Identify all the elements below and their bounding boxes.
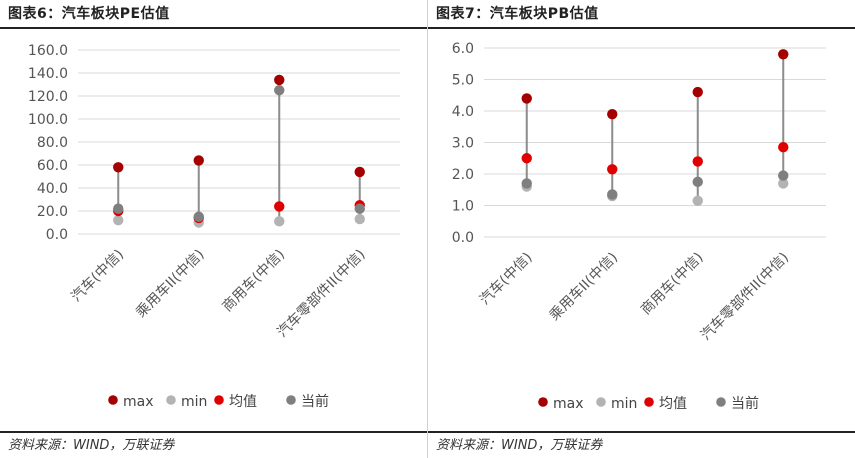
legend-marker: [286, 395, 296, 405]
chart-title: 图表6：汽车板块PE估值: [8, 6, 170, 22]
y-tick-label: 3.0: [452, 136, 474, 152]
category-label: 汽车零部件II(中信): [274, 246, 369, 341]
category-label: 汽车零部件II(中信): [697, 249, 792, 344]
category-label: 汽车(中信): [68, 246, 127, 305]
title-rule: [0, 27, 427, 29]
source-note: 资料来源：WIND，万联证券: [8, 438, 175, 453]
y-tick-label: 60.0: [37, 158, 68, 174]
legend-label: max: [553, 396, 584, 412]
legend-marker: [108, 395, 118, 405]
point-当前: [692, 176, 703, 188]
y-tick-label: 1.0: [452, 199, 474, 215]
point-min: [354, 213, 365, 225]
y-tick-label: 140.0: [28, 66, 68, 82]
pe-panel: 图表6：汽车板块PE估值 0.0 20.0 40.0 60.0 80.0 100.0 120…: [0, 0, 428, 458]
y-tick-label: 6.0: [452, 41, 474, 57]
y-tick-label: 40.0: [37, 181, 68, 197]
point-当前: [354, 203, 365, 214]
point-max: [692, 86, 703, 98]
y-tick-label: 160.0: [28, 43, 68, 59]
chart-title: 图表7：汽车板块PB估值: [436, 6, 599, 22]
category-label: 乘用车II(中信): [132, 246, 207, 321]
source-note: 资料来源：WIND，万联证券: [436, 438, 603, 453]
point-当前: [778, 170, 789, 181]
category-label: 商用车(中信): [637, 249, 706, 318]
y-tick-label: 100.0: [28, 112, 68, 128]
y-tick-label: 80.0: [37, 135, 68, 151]
point-均值: [607, 164, 618, 175]
pb-chart: 0.0 1.0 2.0 3.0 4.0 5.0 6.0 汽车(中信) 乘用车II(中信) 商用车(…: [452, 41, 826, 412]
point-max: [354, 166, 365, 178]
legend-marker: [538, 397, 548, 407]
point-均值: [274, 201, 285, 212]
point-均值: [692, 156, 703, 167]
legend-marker: [596, 397, 606, 407]
legend-label: min: [181, 394, 207, 410]
point-min: [778, 178, 789, 189]
y-tick-label: 0.0: [46, 227, 68, 243]
legend-label: max: [123, 394, 154, 410]
legend-label: 均值: [229, 394, 257, 410]
legend-marker: [214, 395, 224, 405]
point-当前: [521, 178, 532, 189]
y-tick-label: 4.0: [452, 104, 474, 120]
point-min: [274, 216, 285, 227]
category-label: 汽车(中信): [476, 249, 535, 308]
y-tick-label: 120.0: [28, 89, 68, 105]
point-max: [778, 49, 789, 60]
point-当前: [113, 203, 124, 214]
point-max: [607, 108, 618, 120]
point-min: [113, 215, 124, 226]
title-rule: [428, 27, 855, 29]
point-max: [521, 93, 532, 104]
y-tick-label: 5.0: [452, 73, 474, 89]
point-当前: [193, 211, 204, 222]
source-rule: [428, 431, 855, 433]
category-label: 乘用车II(中信): [546, 249, 621, 324]
legend-label: 均值: [659, 396, 687, 412]
point-均值: [778, 142, 789, 153]
point-max: [113, 162, 124, 173]
y-tick-label: 2.0: [452, 167, 474, 183]
legend-marker: [644, 397, 654, 407]
legend-marker: [716, 397, 726, 407]
legend-label: 当前: [301, 393, 329, 410]
y-tick-label: 0.0: [452, 230, 474, 246]
legend-label: min: [611, 396, 637, 412]
point-当前: [607, 189, 618, 200]
legend-label: 当前: [731, 395, 759, 412]
point-min: [692, 195, 703, 206]
y-tick-label: 20.0: [37, 204, 68, 220]
point-max: [193, 155, 204, 166]
category-label: 商用车(中信): [219, 246, 288, 315]
pb-panel: 图表7：汽车板块PB估值 0.0 1.0 2.0 3.0 4.0 5.0 6.0 汽车(中信)…: [428, 0, 855, 458]
legend-marker: [166, 395, 176, 405]
pe-chart: 0.0 20.0 40.0 60.0 80.0 100.0 120.0 140.0 160.0 汽…: [28, 43, 400, 410]
point-当前: [274, 85, 285, 96]
source-rule: [0, 431, 427, 433]
point-均值: [521, 153, 532, 164]
point-max: [274, 74, 285, 86]
